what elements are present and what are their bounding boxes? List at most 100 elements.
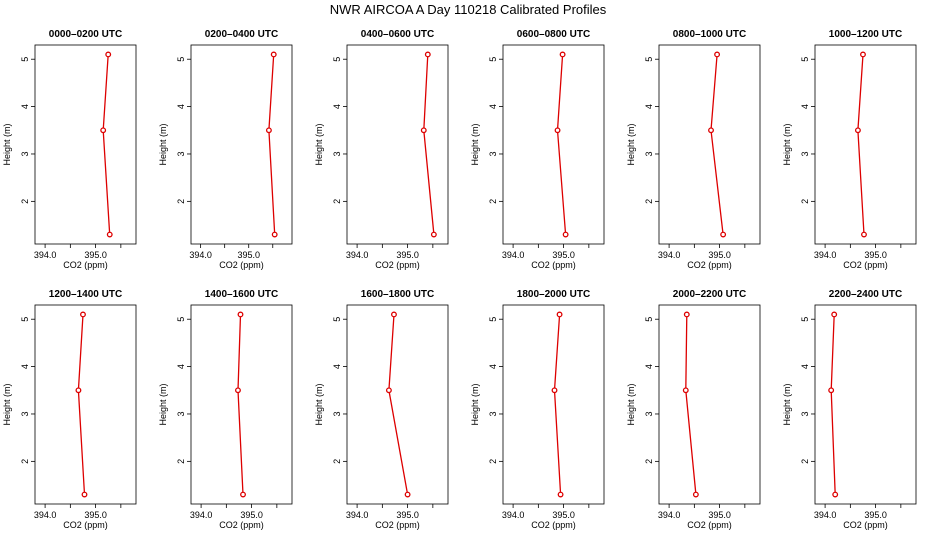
x-tick-label: 395.0 (237, 250, 260, 260)
y-tick-label: 3 (800, 411, 810, 416)
profile-line (423, 54, 435, 235)
panel-title: 0400–0600 UTC (361, 29, 434, 40)
data-point (831, 311, 838, 318)
panel-title: 2000–2200 UTC (673, 289, 746, 300)
data-point (828, 387, 835, 394)
data-point (682, 387, 689, 394)
x-axis-label: CO2 (ppm) (63, 520, 108, 530)
y-tick-label: 5 (20, 317, 30, 322)
y-axis-label: Height (m) (314, 123, 324, 165)
profile-panel: 0000–0200 UTC 394.0 395.0 2 3 4 5 CO2 (ppm) Heig… (2, 29, 137, 270)
x-tick-label: 394.0 (658, 250, 681, 260)
profile-line (237, 314, 244, 495)
data-point (557, 491, 564, 498)
y-tick-label: 4 (20, 364, 30, 369)
y-axis-label: Height (m) (782, 123, 792, 165)
x-axis-label: CO2 (ppm) (531, 260, 576, 270)
profile-line (77, 314, 86, 495)
data-point (562, 231, 569, 238)
y-tick-label: 4 (644, 364, 654, 369)
y-axis-label: Height (m) (158, 123, 168, 165)
profile-panel: 0200–0400 UTC 394.0 395.0 2 3 4 5 CO2 (ppm) Heig… (158, 29, 293, 270)
data-point (270, 51, 277, 58)
panel-title: 0200–0400 UTC (205, 29, 278, 40)
y-tick-label: 2 (800, 459, 810, 464)
x-tick-label: 394.0 (814, 250, 837, 260)
profile-panel: 1000–1200 UTC 394.0 395.0 2 3 4 5 CO2 (ppm) Heig… (782, 29, 917, 270)
profile-panel: 2000–2200 UTC 394.0 395.0 2 3 4 5 CO2 (ppm) Heig… (626, 289, 761, 530)
data-point (720, 231, 727, 238)
y-tick-label: 5 (332, 317, 342, 322)
y-tick-label: 3 (332, 151, 342, 156)
profile-line (102, 54, 111, 235)
y-tick-label: 2 (20, 459, 30, 464)
plot-frame (814, 304, 917, 505)
y-axis-label: Height (m) (314, 383, 324, 425)
y-tick-label: 5 (20, 57, 30, 62)
data-point (106, 231, 113, 238)
x-tick-label: 394.0 (189, 250, 212, 260)
x-tick-label: 395.0 (240, 510, 263, 520)
x-tick-label: 394.0 (658, 510, 681, 520)
y-tick-label: 2 (332, 199, 342, 204)
y-tick-label: 2 (488, 459, 498, 464)
x-tick-label: 395.0 (708, 250, 731, 260)
plot-frame (346, 44, 449, 245)
x-tick-label: 395.0 (552, 250, 575, 260)
x-tick-label: 394.0 (502, 510, 525, 520)
data-point (81, 491, 88, 498)
y-axis-label: Height (m) (2, 123, 12, 165)
panels: 0000–0200 UTC 394.0 395.0 2 3 4 5 CO2 (ppm) Heig… (2, 29, 917, 530)
y-tick-label: 2 (176, 459, 186, 464)
panel-title: 0600–0800 UTC (517, 29, 590, 40)
x-tick-label: 395.0 (396, 510, 419, 520)
y-axis-label: Height (m) (626, 123, 636, 165)
data-point (237, 311, 244, 318)
panel-title: 1000–1200 UTC (829, 29, 902, 40)
y-tick-label: 4 (332, 104, 342, 109)
x-axis-label: CO2 (ppm) (375, 260, 420, 270)
y-axis-label: Height (m) (158, 383, 168, 425)
y-tick-label: 2 (176, 199, 186, 204)
x-axis-label: CO2 (ppm) (687, 520, 732, 530)
y-tick-label: 3 (800, 151, 810, 156)
profile-line (830, 314, 836, 495)
plot-frame (502, 44, 605, 245)
profile-line (710, 54, 724, 235)
x-tick-label: 394.0 (34, 250, 57, 260)
y-tick-label: 4 (488, 364, 498, 369)
y-tick-label: 2 (332, 459, 342, 464)
panel-title: 2200–2400 UTC (829, 289, 902, 300)
y-tick-label: 4 (800, 364, 810, 369)
data-point (265, 127, 272, 134)
plot-frame (658, 304, 761, 505)
x-axis-label: CO2 (ppm) (63, 260, 108, 270)
data-point (683, 311, 690, 318)
y-tick-label: 4 (176, 364, 186, 369)
y-tick-label: 2 (488, 199, 498, 204)
data-point (554, 127, 561, 134)
y-tick-label: 3 (20, 411, 30, 416)
profile-panel: 0400–0600 UTC 394.0 395.0 2 3 4 5 CO2 (ppm) Heig… (314, 29, 449, 270)
profile-panel: 1400–1600 UTC 394.0 395.0 2 3 4 5 CO2 (ppm) Heig… (158, 289, 293, 530)
data-point (708, 127, 714, 134)
x-tick-label: 394.0 (346, 250, 369, 260)
data-point (105, 51, 112, 58)
figure-title: NWR AIRCOA A Day 110218 Calibrated Profi… (330, 2, 607, 17)
y-tick-label: 2 (20, 199, 30, 204)
panel-title: 1600–1800 UTC (361, 289, 434, 300)
y-tick-label: 3 (332, 411, 342, 416)
x-tick-label: 394.0 (502, 250, 525, 260)
y-tick-label: 3 (644, 151, 654, 156)
y-axis-label: Height (m) (470, 123, 480, 165)
y-axis-label: Height (m) (470, 383, 480, 425)
y-tick-label: 5 (176, 57, 186, 62)
y-tick-label: 4 (488, 104, 498, 109)
plot-frame (658, 44, 761, 245)
x-axis-label: CO2 (ppm) (687, 260, 732, 270)
y-tick-label: 4 (644, 104, 654, 109)
plot-frame (190, 304, 293, 505)
data-point (240, 491, 246, 498)
y-tick-label: 4 (800, 104, 810, 109)
